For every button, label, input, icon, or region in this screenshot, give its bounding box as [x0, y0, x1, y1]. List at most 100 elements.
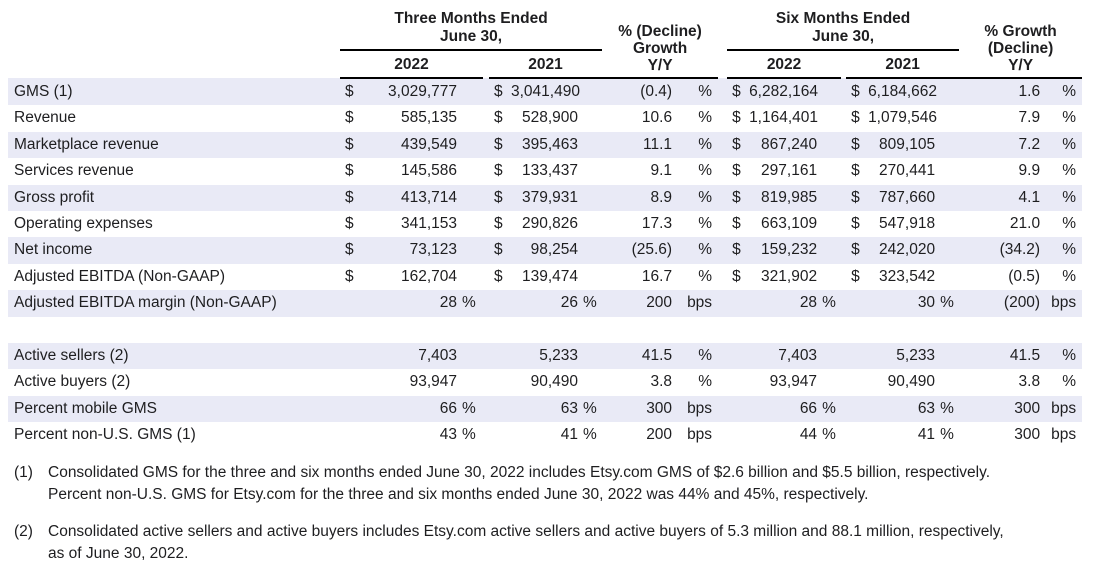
yoy-value-six-months: (0.5): [1008, 267, 1041, 285]
currency-symbol: $: [732, 109, 741, 127]
metric-value-six-months-2021: 547,918: [879, 215, 936, 233]
currency-symbol: $: [851, 267, 860, 285]
currency-symbol: $: [846, 78, 869, 106]
yoy-unit: bps: [1051, 426, 1077, 444]
currency-symbol: $: [489, 131, 511, 159]
unit-label: [817, 78, 842, 106]
yoy-unit: %: [1062, 267, 1077, 285]
yoy-value-six-months: 7.2: [959, 131, 1041, 159]
column-gap: [841, 78, 847, 106]
metric-value-six-months-2022: 867,240: [749, 131, 818, 159]
yoy-unit: %: [1062, 215, 1077, 233]
row-label: Adjusted EBITDA margin (Non-GAAP): [8, 290, 340, 317]
currency-symbol: $: [340, 78, 362, 106]
metric-value-six-months-2022: 819,985: [749, 184, 818, 212]
table-row: Gross profit $ 413,714 $ 379,931 8.9 % $…: [8, 184, 1083, 212]
metric-value-six-months-2021: 270,441: [879, 162, 936, 180]
unit-label: [817, 131, 842, 159]
unit-label: [817, 369, 841, 395]
year-header-three-months-2022: 2022: [340, 50, 483, 79]
footnote-marker: (2): [14, 522, 33, 540]
currency-symbol: [340, 343, 362, 370]
yoy-unit: bps: [672, 395, 719, 423]
unit-label: [935, 184, 960, 212]
unit-label: [578, 343, 603, 370]
metric-value-six-months-2021: 809,105: [868, 131, 936, 159]
unit-label: [935, 211, 959, 237]
column-gap: [483, 290, 489, 317]
metric-value-six-months-2022: 93,947: [769, 373, 818, 391]
metric-value-six-months-2021: 30: [868, 290, 936, 317]
table-row: GMS (1) $ 3,029,777 $ 3,041,490 (0.4) % …: [8, 78, 1083, 106]
col-header-six-months: Six Months Ended June 30,: [727, 10, 960, 51]
metric-value-three-months-2022: 43: [439, 426, 457, 444]
column-gap: [841, 395, 847, 423]
column-gap: [718, 78, 728, 106]
yoy-unit: %: [698, 267, 713, 285]
financial-summary-table: Three Months Ended June 30, % (Decline) …: [8, 10, 1083, 449]
metric-value-six-months-2021: 90,490: [887, 373, 936, 391]
unit-label: [457, 343, 483, 370]
table-row: Marketplace revenue $ 439,549 $ 395,463 …: [8, 131, 1083, 159]
unit-label: %: [457, 290, 483, 317]
yoy-value-six-months: 300: [1014, 426, 1041, 444]
metric-value-three-months-2021: 90,490: [530, 373, 578, 391]
yoy-value-six-months: 7.9: [1018, 109, 1041, 127]
currency-symbol: $: [732, 162, 741, 180]
currency-symbol: [340, 422, 362, 448]
table-row: Percent mobile GMS 66 % 63 % 300 bps 66 …: [8, 395, 1083, 423]
currency-symbol: [489, 369, 511, 395]
column-gap: [718, 422, 727, 448]
yoy-unit: %: [1040, 237, 1083, 264]
yoy-value-three-months: 17.3: [641, 215, 673, 233]
metric-value-three-months-2022: 7,403: [362, 343, 457, 370]
yoy-unit: bps: [1040, 290, 1083, 317]
section-gap: [8, 316, 1083, 344]
footnote: (2) Consolidated active sellers and acti…: [14, 521, 1097, 565]
metric-value-three-months-2022: 341,153: [400, 215, 457, 233]
unit-label: [457, 237, 483, 264]
currency-symbol: $: [340, 237, 362, 264]
metric-value-six-months-2021: 1,079,546: [868, 109, 938, 127]
currency-symbol: [489, 422, 511, 448]
currency-symbol: $: [489, 237, 511, 264]
metric-value-six-months-2022: 28: [749, 290, 818, 317]
unit-label: [817, 184, 842, 212]
column-gap: [718, 158, 727, 184]
unit-label: [578, 158, 602, 184]
metric-value-three-months-2022: 145,586: [400, 162, 457, 180]
yoy-unit: %: [698, 162, 713, 180]
currency-symbol: [340, 290, 362, 317]
unit-label: [817, 105, 841, 131]
yoy-value-six-months: 21.0: [1009, 215, 1041, 233]
metric-value-three-months-2022: 73,123: [362, 237, 457, 264]
column-gap: [718, 290, 728, 317]
unit-label: %: [935, 290, 960, 317]
yoy-value-three-months: 200: [602, 290, 673, 317]
table-row: Active sellers (2) 7,403 5,233 41.5 % 7,…: [8, 343, 1083, 370]
metric-value-three-months-2022: 413,714: [362, 184, 457, 212]
yoy-unit: %: [1062, 109, 1077, 127]
currency-symbol: [727, 290, 750, 317]
unit-label: [578, 184, 603, 212]
currency-symbol: $: [345, 267, 354, 285]
row-label: Adjusted EBITDA (Non-GAAP): [14, 267, 226, 285]
yoy-value-three-months: 9.1: [650, 162, 673, 180]
row-label: Operating expenses: [14, 215, 153, 233]
unit-label: [935, 237, 960, 264]
column-gap: [483, 343, 489, 370]
currency-symbol: $: [851, 215, 860, 233]
currency-symbol: $: [494, 215, 503, 233]
metric-value-three-months-2021: 139,474: [521, 267, 578, 285]
metric-value-six-months-2021: 41: [917, 426, 936, 444]
unit-label: %: [817, 395, 842, 423]
unit-label: [578, 131, 603, 159]
row-label: Gross profit: [8, 184, 340, 212]
metric-value-three-months-2021: 98,254: [511, 237, 578, 264]
yoy-unit: %: [672, 131, 719, 159]
unit-label: [457, 131, 483, 159]
column-gap: [718, 184, 728, 212]
year-header-six-months-2021: 2021: [846, 50, 960, 79]
metric-value-six-months-2021: 6,184,662: [868, 78, 937, 106]
unit-label: [457, 211, 483, 237]
